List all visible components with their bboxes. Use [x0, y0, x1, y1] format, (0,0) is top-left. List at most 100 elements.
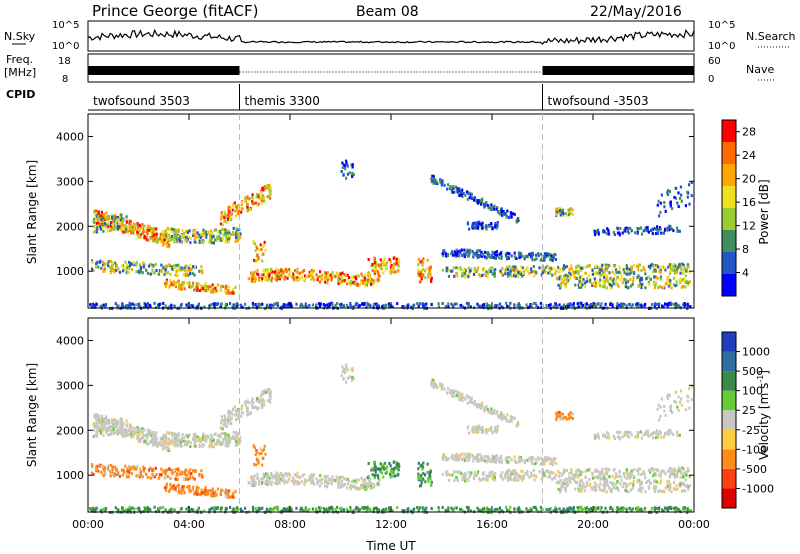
- velocity-cell: [426, 462, 429, 466]
- power-cell: [292, 277, 295, 281]
- power-cell: [135, 223, 138, 227]
- velocity-cell: [514, 460, 518, 464]
- power-cell: [192, 232, 195, 236]
- power-cell: [251, 275, 254, 279]
- power-cell: [376, 278, 379, 282]
- power-cell: [659, 268, 662, 272]
- power-cell: [99, 214, 102, 218]
- velocity-cell: [579, 473, 582, 477]
- velocity-cell: [490, 458, 493, 461]
- power-cell: [261, 302, 264, 306]
- power-cell: [486, 303, 489, 307]
- velocity-cell: [182, 477, 185, 481]
- velocity-cell: [569, 468, 573, 472]
- power-cell: [632, 279, 635, 283]
- power-cell: [662, 285, 665, 289]
- velocity-cell: [174, 477, 177, 481]
- velocity-cell: [577, 475, 580, 479]
- velocity-cell: [212, 494, 215, 498]
- power-cell: [537, 252, 540, 256]
- velocity-cell: [109, 464, 113, 467]
- velocity-cell: [626, 470, 629, 474]
- velocity-cell: [521, 458, 524, 462]
- velocity-cell: [284, 471, 287, 475]
- power-cell: [107, 264, 110, 268]
- power-cell: [197, 282, 200, 286]
- power-cell: [126, 263, 129, 267]
- power-cell: [450, 302, 453, 306]
- power-cell: [653, 226, 656, 230]
- velocity-cell: [223, 414, 226, 418]
- power-cell: [640, 286, 643, 290]
- velocity-cell: [224, 435, 227, 439]
- velocity-cell: [451, 454, 454, 458]
- power-cell: [189, 268, 193, 272]
- power-cell: [664, 268, 667, 272]
- velocity-cell: [377, 476, 380, 480]
- power-cell: [190, 285, 194, 288]
- velocity-cell: [513, 477, 516, 481]
- velocity-cell: [362, 484, 365, 488]
- power-cell: [345, 303, 348, 307]
- power-cell: [311, 275, 314, 279]
- power-cell: [168, 263, 171, 267]
- power-cell: [122, 230, 125, 234]
- power-cell: [114, 261, 117, 265]
- power-cell: [261, 199, 264, 202]
- velocity-cell: [119, 426, 122, 430]
- velocity-cell: [519, 459, 522, 463]
- velocity-cell: [228, 435, 231, 439]
- power-cell: [546, 266, 549, 270]
- power-cell: [500, 255, 503, 259]
- power-cell: [426, 267, 429, 270]
- power-cell: [165, 264, 169, 268]
- velocity-cell: [638, 467, 642, 471]
- power-cell: [607, 232, 611, 236]
- power-cell: [128, 260, 131, 264]
- power-cell: [670, 286, 673, 290]
- velocity-cell: [376, 467, 379, 471]
- power-cell: [481, 254, 484, 258]
- power-cell: [657, 286, 660, 290]
- power-cell: [653, 304, 656, 308]
- velocity-cell: [110, 425, 113, 428]
- velocity-cell: [526, 473, 529, 477]
- power-cell: [144, 303, 147, 307]
- power-cell: [640, 232, 644, 236]
- power-cell: [368, 273, 371, 277]
- power-cell: [485, 270, 488, 274]
- power-cell: [125, 271, 128, 275]
- velocity-cell: [424, 473, 427, 477]
- power-cell: [612, 230, 615, 234]
- velocity-cell: [463, 456, 466, 460]
- power-cell: [359, 283, 362, 286]
- velocity-cell: [467, 458, 470, 462]
- velocity-cell: [597, 474, 600, 478]
- velocity-cell: [480, 455, 483, 459]
- velocity-cell: [130, 433, 133, 437]
- power-cell: [549, 258, 552, 262]
- power-colorbar-tick-label: 12: [742, 220, 756, 233]
- velocity-cell: [481, 458, 484, 462]
- velocity-cell: [96, 431, 99, 435]
- velocity-cell: [355, 481, 358, 485]
- power-cell: [461, 274, 464, 278]
- power-cell: [500, 305, 503, 309]
- power-cell: [186, 281, 189, 285]
- velocity-cell: [463, 452, 466, 456]
- velocity-cell: [234, 444, 237, 448]
- power-cell: [259, 194, 262, 198]
- velocity-cell: [669, 470, 672, 474]
- power-cell: [618, 233, 621, 237]
- power-cell: [352, 307, 355, 311]
- power-cell: [149, 262, 152, 266]
- power-cell: [569, 276, 572, 280]
- power-cell: [422, 267, 425, 271]
- power-cell: [561, 211, 564, 214]
- power-cell: [475, 222, 479, 226]
- power-cell: [467, 275, 470, 279]
- power-cell: [494, 224, 497, 228]
- power-cell: [220, 228, 224, 232]
- velocity-cell: [106, 428, 109, 432]
- power-cell: [250, 279, 253, 283]
